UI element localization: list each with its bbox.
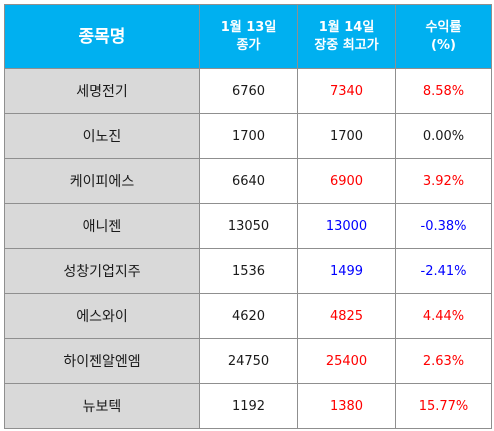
table-row: 성창기업지주 1536 1499 -2.41% [4,248,492,294]
return-cell: 15.77% [395,383,492,429]
stock-table-container: 종목명 1월 13일 종가 1월 14일 장중 최고가 수익률 (%) 세명전기 [4,4,492,429]
close-price-cell: 6760 [199,68,298,114]
close-price-cell: 1536 [199,248,298,294]
stock-name-cell: 세명전기 [4,68,200,114]
intraday-high-cell: 1380 [297,383,396,429]
return-cell: -2.41% [395,248,492,294]
table-row: 이노진 1700 1700 0.00% [4,113,492,159]
close-price-cell: 1700 [199,113,298,159]
stock-name-cell: 에스와이 [4,293,200,339]
stock-name-cell: 애니젠 [4,203,200,249]
table-row: 뉴보텍 1192 1380 15.77% [4,383,492,429]
close-price-cell: 4620 [199,293,298,339]
intraday-high-cell: 7340 [297,68,396,114]
return-cell: 8.58% [395,68,492,114]
close-price-cell: 24750 [199,338,298,384]
return-cell: 2.63% [395,338,492,384]
stock-name-cell: 뉴보텍 [4,383,200,429]
close-price-cell: 6640 [199,158,298,204]
intraday-high-cell: 1700 [297,113,396,159]
table-row: 하이젠알엔엠 24750 25400 2.63% [4,338,492,384]
table-row: 세명전기 6760 7340 8.58% [4,68,492,114]
table-body: 세명전기 6760 7340 8.58% 이노진 1700 1700 0.00%… [4,68,492,429]
close-price-cell: 1192 [199,383,298,429]
table-row: 에스와이 4620 4825 4.44% [4,293,492,339]
table-header: 종목명 1월 13일 종가 1월 14일 장중 최고가 수익률 (%) [4,4,492,69]
return-cell: 0.00% [395,113,492,159]
intraday-high-cell: 4825 [297,293,396,339]
header-close-price: 1월 13일 종가 [199,4,298,69]
header-intraday-high: 1월 14일 장중 최고가 [297,4,396,69]
return-cell: 3.92% [395,158,492,204]
intraday-high-cell: 6900 [297,158,396,204]
header-stock-name: 종목명 [4,4,200,69]
header-row: 종목명 1월 13일 종가 1월 14일 장중 최고가 수익률 (%) [4,4,492,69]
return-cell: 4.44% [395,293,492,339]
stock-return-table: 종목명 1월 13일 종가 1월 14일 장중 최고가 수익률 (%) 세명전기 [4,4,492,429]
header-return: 수익률 (%) [395,4,492,69]
close-price-cell: 13050 [199,203,298,249]
intraday-high-cell: 13000 [297,203,396,249]
stock-name-cell: 성창기업지주 [4,248,200,294]
table-row: 케이피에스 6640 6900 3.92% [4,158,492,204]
table-row: 애니젠 13050 13000 -0.38% [4,203,492,249]
intraday-high-cell: 1499 [297,248,396,294]
return-cell: -0.38% [395,203,492,249]
intraday-high-cell: 25400 [297,338,396,384]
stock-name-cell: 하이젠알엔엠 [4,338,200,384]
stock-name-cell: 케이피에스 [4,158,200,204]
stock-name-cell: 이노진 [4,113,200,159]
